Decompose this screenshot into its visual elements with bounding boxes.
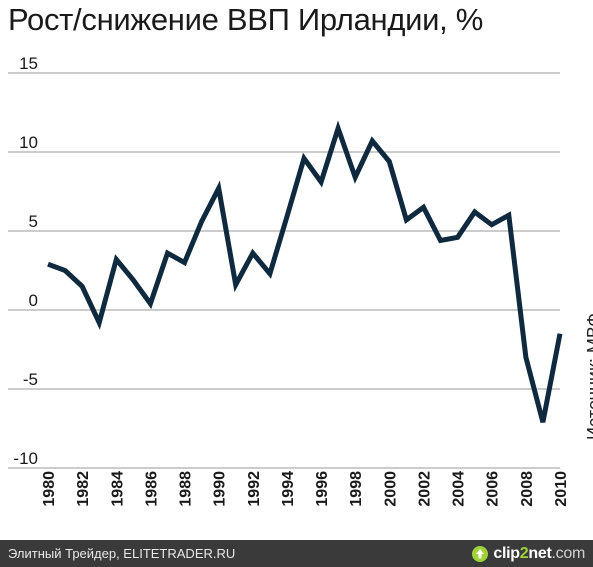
x-tick-labels: 1980 1982 1984 1986 1988 1990 1992 1994 1996 1998… [41, 471, 570, 507]
logo-text: clip2net.com [493, 545, 585, 563]
series-layer [47, 120, 563, 423]
upload-arrow-icon [472, 545, 489, 562]
x-tick-label: 1984 [109, 471, 126, 507]
x-tick-label: 1980 [41, 471, 58, 507]
x-tick-label: 2006 [485, 471, 502, 507]
logo-text-clip: clip [493, 544, 520, 562]
series-line [47, 120, 563, 423]
x-tick-label: 1994 [280, 471, 297, 507]
y-tick-labels: 15 10 5 0 -5 -10 [13, 54, 38, 468]
y-tick-label: -10 [13, 449, 38, 468]
x-tick-label: 1990 [212, 471, 229, 507]
x-tick-label: 2004 [451, 471, 468, 507]
grid-lines [8, 72, 560, 469]
footer-bar: Элитный Трейдер, ELITETRADER.RU clip2net… [0, 540, 593, 567]
x-tick-label: 2002 [416, 471, 433, 507]
x-tick-label: 2008 [519, 471, 536, 507]
logo-text-com: .com [551, 544, 586, 562]
x-tick-label: 1988 [178, 471, 195, 507]
x-tick-label: 2010 [553, 471, 570, 507]
x-tick-label: 1998 [348, 471, 365, 507]
gdp-line-chart: 15 10 5 0 -5 -10 1980 1982 1984 1986 1988 1990 1992… [8, 54, 570, 507]
y-tick-label: 0 [29, 291, 38, 310]
logo-text-net: net [528, 544, 552, 562]
source-note: Источник: МВФ [584, 313, 593, 440]
y-tick-label: -5 [23, 370, 38, 389]
y-tick-label: 15 [19, 54, 38, 73]
x-tick-label: 1986 [143, 471, 160, 507]
logo-text-two: 2 [519, 544, 529, 562]
clip2net-logo[interactable]: clip2net.com [471, 543, 585, 564]
chart-title: Рост/снижение ВВП Ирландии, % [8, 2, 484, 37]
y-tick-label: 5 [29, 212, 38, 231]
x-tick-label: 2000 [382, 471, 399, 507]
x-tick-label: 1982 [75, 471, 92, 507]
y-tick-label: 10 [19, 133, 38, 152]
footer-credit: Элитный Трейдер, ELITETRADER.RU [8, 546, 236, 561]
x-tick-label: 1992 [246, 471, 263, 507]
x-tick-label: 1996 [314, 471, 331, 507]
